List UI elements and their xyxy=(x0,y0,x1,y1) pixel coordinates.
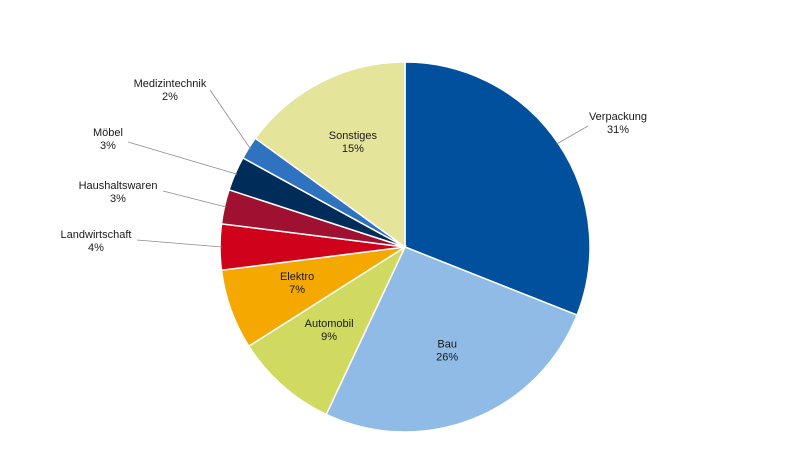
slice-name-medizintechnik: Medizintechnik xyxy=(134,78,207,90)
slice-percent-bau: 26% xyxy=(436,352,458,364)
leader-lines xyxy=(127,89,589,248)
slice-percent-medizintechnik: 2% xyxy=(162,91,178,103)
slice-name-moebel: Möbel xyxy=(93,127,123,139)
slice-name-elektro: Elektro xyxy=(280,271,314,283)
leader-line-landwirtschaft xyxy=(136,239,223,248)
pie-slice-sonstiges xyxy=(254,61,406,249)
slice-name-automobil: Automobil xyxy=(305,318,354,330)
slice-name-haushaltswaren: Haushaltswaren xyxy=(79,180,158,192)
slice-percent-elektro: 7% xyxy=(289,284,305,296)
slice-percent-moebel: 3% xyxy=(100,140,116,152)
slice-percent-haushaltswaren: 3% xyxy=(110,193,126,205)
slice-name-sonstiges: Sonstiges xyxy=(329,130,378,142)
slice-percent-verpackung: 31% xyxy=(607,124,629,136)
leader-line-haushaltswaren xyxy=(162,190,227,208)
slice-percent-landwirtschaft: 4% xyxy=(88,242,104,254)
leader-line-verpackung xyxy=(556,125,589,145)
pie-slice-bau xyxy=(325,246,578,433)
slice-name-landwirtschaft: Landwirtschaft xyxy=(61,229,132,241)
leader-line-medizintechnik xyxy=(209,89,251,150)
leader-line-moebel xyxy=(127,141,238,175)
pie-slices xyxy=(219,61,591,433)
slice-percent-sonstiges: 15% xyxy=(342,143,364,155)
pie-slice-automobil xyxy=(247,244,407,416)
slice-name-bau: Bau xyxy=(437,339,457,351)
slice-percent-automobil: 9% xyxy=(321,331,337,343)
slice-name-verpackung: Verpackung xyxy=(589,111,647,123)
